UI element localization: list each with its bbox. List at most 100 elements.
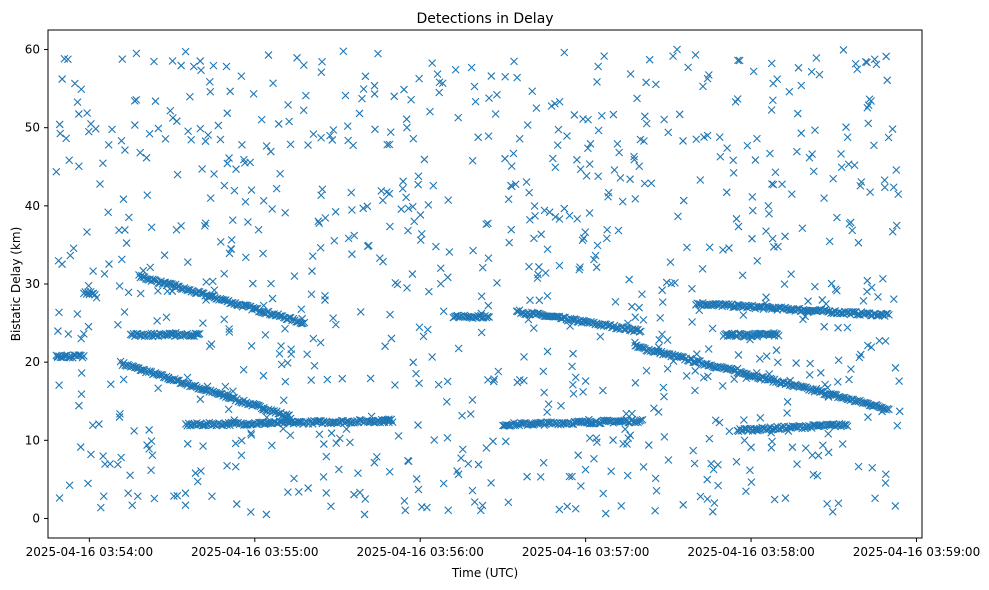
data-point: [827, 279, 836, 288]
data-point: [565, 472, 574, 481]
data-point: [656, 313, 665, 322]
data-point: [741, 332, 750, 341]
data-point: [247, 431, 256, 439]
data-point: [428, 353, 437, 361]
data-point: [711, 416, 720, 425]
y-tick-label: 40: [25, 199, 40, 213]
data-point: [515, 134, 524, 143]
data-point: [652, 486, 661, 495]
data-point: [864, 413, 872, 422]
data-point: [837, 163, 846, 172]
data-point: [563, 132, 571, 140]
data-point: [279, 424, 288, 433]
data-point: [162, 313, 171, 322]
data-point: [281, 324, 289, 333]
data-point: [552, 312, 561, 321]
data-point: [541, 269, 550, 277]
data-point: [581, 377, 590, 385]
data-point: [551, 99, 559, 108]
data-point: [124, 489, 133, 498]
data-point: [787, 270, 796, 278]
data-point: [861, 399, 870, 407]
data-point: [385, 189, 394, 198]
data-point: [866, 188, 875, 197]
data-point: [73, 310, 82, 318]
data-point: [767, 59, 776, 68]
data-point: [417, 503, 426, 511]
data-point: [466, 410, 475, 418]
data-point: [864, 119, 873, 128]
data-point: [799, 383, 808, 391]
data-point: [568, 472, 576, 481]
data-point: [484, 375, 492, 384]
data-point: [142, 153, 151, 162]
data-point: [664, 456, 673, 464]
data-point: [467, 63, 476, 72]
data-point: [611, 297, 620, 306]
data-point: [249, 89, 258, 98]
data-point: [651, 474, 660, 483]
data-point: [294, 488, 303, 496]
data-point: [147, 223, 156, 232]
data-point: [563, 502, 572, 511]
data-point: [551, 212, 560, 221]
data-point: [718, 381, 727, 390]
data-point: [733, 364, 742, 373]
data-point: [262, 510, 271, 519]
x-axis: 2025-04-16 03:54:00 2025-04-16 03:55:00 20…: [26, 538, 980, 559]
data-point: [372, 452, 381, 461]
data-point: [834, 323, 842, 332]
data-point: [193, 477, 202, 486]
data-point: [811, 126, 819, 135]
data-point: [740, 436, 749, 445]
data-point: [197, 289, 205, 298]
data-point: [106, 380, 115, 389]
data-point: [689, 446, 698, 455]
data-point: [590, 255, 598, 264]
data-point: [660, 432, 669, 441]
data-point: [843, 422, 852, 431]
data-point: [818, 441, 827, 450]
data-point: [633, 94, 641, 103]
data-point: [286, 140, 295, 149]
data-point: [195, 329, 204, 338]
data-point: [772, 346, 781, 355]
data-point: [748, 234, 756, 243]
data-point: [266, 147, 275, 156]
data-point: [347, 188, 356, 197]
data-point: [719, 245, 727, 254]
data-point: [703, 475, 712, 484]
data-point: [585, 160, 594, 169]
data-point: [627, 302, 636, 311]
data-point: [468, 156, 477, 165]
data-point: [705, 361, 714, 370]
data-point: [797, 129, 806, 138]
data-point: [768, 304, 777, 313]
data-point: [189, 62, 198, 71]
data-point: [800, 383, 809, 392]
data-point: [74, 162, 83, 171]
data-point: [575, 265, 584, 274]
data-point: [73, 98, 82, 107]
data-point: [833, 213, 841, 222]
data-point: [771, 168, 780, 177]
data-point: [168, 287, 177, 295]
data-point: [679, 196, 688, 205]
data-point: [55, 381, 63, 390]
data-point: [639, 316, 648, 324]
y-tick-label: 20: [25, 355, 40, 369]
data-point: [356, 307, 365, 316]
y-tick-label: 50: [25, 121, 40, 135]
data-point: [742, 374, 751, 383]
data-point: [64, 55, 72, 64]
data-point: [64, 330, 73, 338]
data-point: [171, 328, 180, 337]
data-point: [793, 109, 802, 118]
data-point: [893, 421, 902, 430]
data-point: [587, 419, 596, 428]
data-point: [346, 438, 354, 447]
data-point: [431, 242, 440, 251]
data-point: [361, 495, 370, 503]
x-tick-label: 2025-04-16 03:58:00: [687, 545, 814, 559]
data-point: [482, 444, 491, 452]
